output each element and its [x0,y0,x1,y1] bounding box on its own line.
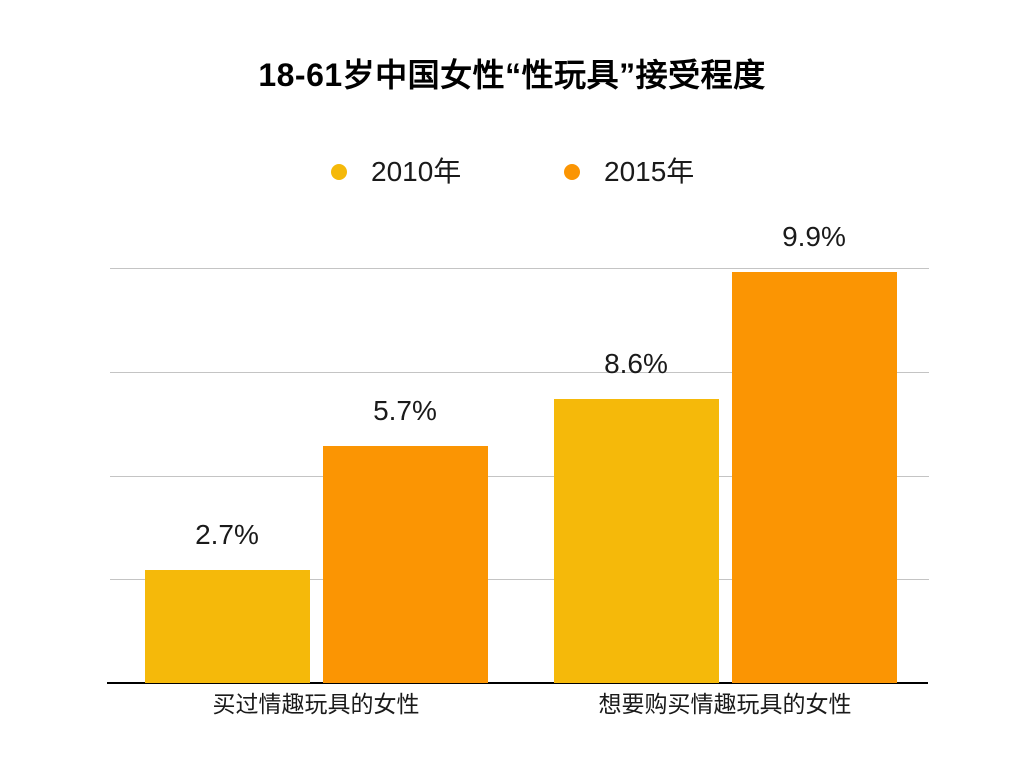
gridline-5pct [110,475,929,477]
legend-item-2010: 2010年 [331,155,461,189]
value-label-2015-group2: 9.9% [782,221,846,253]
legend-dot-2010-icon [331,164,347,180]
bar-2015-group2 [731,272,897,683]
legend-label-2015: 2015年 [604,156,695,187]
chart-title: 18-61岁中国女性“性玩具”接受程度 [258,57,766,93]
bar-2010-group1 [144,570,310,683]
bar-2010-group2 [553,398,719,683]
value-label-2010-group2: 8.6% [604,347,668,379]
legend-item-2015: 2015年 [564,155,694,189]
bar-2015-group1 [322,446,488,683]
value-label-2010-group1: 2.7% [195,519,259,551]
gridline-10pct [110,268,929,269]
legend-label-2010: 2010年 [371,156,462,187]
legend-dot-2015-icon [564,164,580,180]
gridline-7.5pct [110,371,929,373]
value-label-2015-group1: 5.7% [373,395,437,427]
gridline-2.5pct [110,579,929,581]
category-label-1: 买过情趣玩具的女性 [212,691,420,717]
x-axis-line [107,682,928,684]
category-label-2: 想要购买情趣玩具的女性 [598,691,852,717]
